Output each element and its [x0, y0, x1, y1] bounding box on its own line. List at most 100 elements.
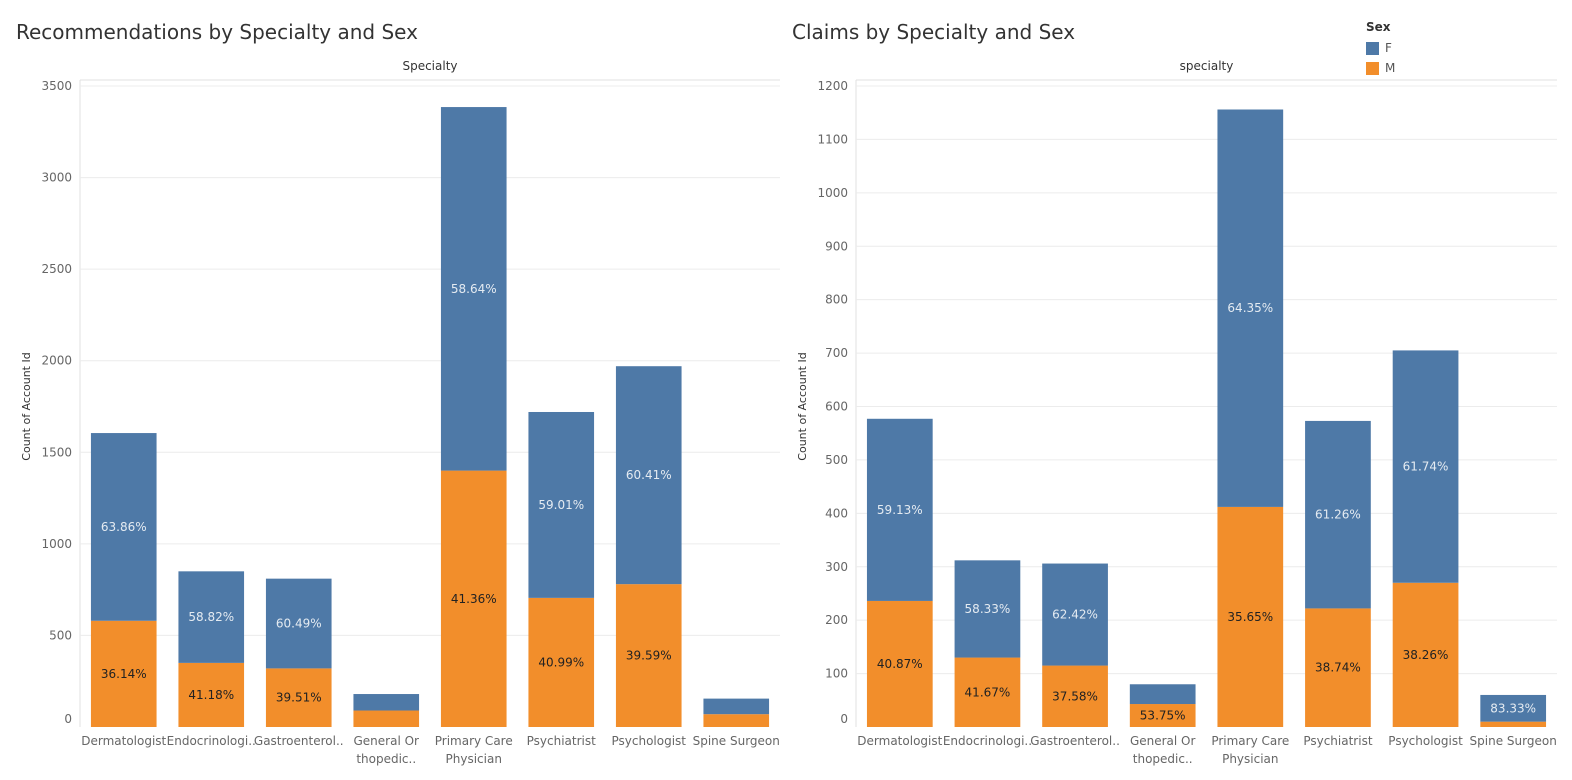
- data-label: 61.74%: [1403, 460, 1449, 474]
- x-tick-label: Gastroenterol..: [254, 734, 344, 748]
- right-chart-title: Claims by Specialty and Sex: [792, 20, 1076, 44]
- bar-segment-m[interactable]: [528, 597, 595, 727]
- x-tick-label: thopedic..: [1133, 752, 1193, 766]
- y-tick-label: 1500: [41, 445, 72, 459]
- y-tick-label: 3000: [41, 171, 72, 185]
- y-axis-title: Count of Account Id: [796, 352, 809, 460]
- y-axis-title: Count of Account Id: [20, 352, 33, 460]
- y-tick-label: 0: [64, 712, 72, 726]
- column-header: Specialty: [402, 59, 457, 73]
- y-tick-label: 1200: [817, 79, 848, 93]
- bar-segment-f[interactable]: [178, 571, 245, 663]
- data-label: 63.86%: [101, 520, 147, 534]
- data-label: 41.36%: [451, 592, 497, 606]
- bar-segment-m[interactable]: [615, 584, 682, 727]
- data-label: 58.64%: [451, 282, 497, 296]
- data-label: 38.26%: [1403, 648, 1449, 662]
- data-label: 41.67%: [965, 685, 1011, 699]
- data-label: 60.41%: [626, 468, 672, 482]
- bar-segment-m[interactable]: [954, 657, 1021, 727]
- bar-segment-f[interactable]: [866, 418, 933, 601]
- bar-segment-m[interactable]: [1042, 665, 1108, 727]
- x-tick-label: Primary Care: [435, 734, 513, 748]
- data-label: 59.01%: [538, 498, 584, 512]
- bar-segment-f[interactable]: [353, 694, 420, 711]
- y-tick-label: 3500: [41, 79, 72, 93]
- x-tick-label: thopedic..: [356, 752, 416, 766]
- y-tick-label: 500: [49, 628, 72, 642]
- bar-segment-f[interactable]: [1480, 694, 1547, 722]
- bar-segment-f[interactable]: [1392, 350, 1459, 583]
- bar-segment-f[interactable]: [954, 560, 1021, 658]
- data-label: 64.35%: [1227, 301, 1273, 315]
- y-tick-label: 600: [825, 400, 848, 414]
- legend-label-m: M: [1385, 61, 1396, 75]
- data-label: 37.58%: [1052, 689, 1098, 703]
- x-tick-label: Primary Care: [1211, 734, 1289, 748]
- bar-segment-m[interactable]: [1305, 608, 1371, 727]
- bar-segment-m[interactable]: [265, 668, 332, 727]
- column-header: specialty: [1180, 59, 1234, 73]
- data-label: 60.49%: [276, 617, 322, 631]
- y-tick-label: 900: [825, 239, 848, 253]
- x-tick-label: Psychiatrist: [1303, 734, 1372, 748]
- y-tick-label: 2500: [41, 262, 72, 276]
- data-label: 39.59%: [626, 649, 672, 663]
- bar-segment-m[interactable]: [1129, 704, 1196, 727]
- x-tick-label: Psychiatrist: [527, 734, 596, 748]
- y-tick-label: 700: [825, 346, 848, 360]
- legend-title: Sex: [1366, 20, 1391, 34]
- legend-label-f: F: [1385, 41, 1392, 55]
- sex-legend[interactable]: Sex F M: [1366, 20, 1395, 78]
- bar-segment-m[interactable]: [353, 710, 420, 727]
- bar-segment-f[interactable]: [703, 698, 770, 715]
- y-tick-label: 1000: [41, 537, 72, 551]
- bar-segment-m[interactable]: [1217, 506, 1284, 727]
- bar-segment-m[interactable]: [703, 714, 770, 727]
- bar-segment-f[interactable]: [90, 433, 157, 621]
- bar-segment-f[interactable]: [615, 366, 682, 585]
- data-label: 36.14%: [101, 667, 147, 681]
- data-label: 62.42%: [1052, 608, 1098, 622]
- bar-segment-m[interactable]: [178, 662, 245, 727]
- y-tick-label: 1000: [817, 186, 848, 200]
- y-tick-label: 400: [825, 506, 848, 520]
- data-label: 39.51%: [276, 691, 322, 705]
- y-tick-label: 1100: [817, 132, 848, 146]
- x-tick-label: Physician: [1222, 752, 1278, 766]
- data-label: 61.26%: [1315, 508, 1361, 522]
- data-label: 83.33%: [1490, 701, 1536, 715]
- x-tick-label: Endocrinologi..: [943, 734, 1032, 748]
- x-tick-label: Dermatologist: [81, 734, 166, 748]
- legend-item-f[interactable]: F: [1366, 38, 1395, 58]
- bar-segment-f[interactable]: [1129, 684, 1196, 705]
- data-label: 58.82%: [188, 610, 234, 624]
- bar-segment-f[interactable]: [1217, 109, 1284, 507]
- bar-segment-f[interactable]: [265, 578, 332, 669]
- data-label: 35.65%: [1227, 610, 1273, 624]
- x-tick-label: Gastroenterol..: [1030, 734, 1120, 748]
- y-tick-label: 0: [840, 712, 848, 726]
- data-label: 40.87%: [877, 657, 923, 671]
- y-tick-label: 200: [825, 613, 848, 627]
- data-label: 58.33%: [965, 602, 1011, 616]
- x-tick-label: Psychologist: [1388, 734, 1463, 748]
- bar-segment-f[interactable]: [440, 107, 507, 471]
- bar-segment-m[interactable]: [90, 620, 157, 727]
- x-tick-label: Psychologist: [611, 734, 686, 748]
- legend-swatch-f: [1366, 41, 1379, 55]
- x-tick-label: General Or: [354, 734, 420, 748]
- bar-segment-m[interactable]: [1480, 721, 1547, 727]
- legend-item-m[interactable]: M: [1366, 58, 1395, 78]
- bar-segment-m[interactable]: [866, 600, 933, 727]
- bar-segment-m[interactable]: [440, 470, 507, 727]
- x-tick-label: Spine Surgeon: [693, 734, 780, 748]
- bar-segment-f[interactable]: [528, 411, 595, 598]
- bar-segment-m[interactable]: [1392, 582, 1459, 727]
- x-tick-label: General Or: [1130, 734, 1196, 748]
- bar-segment-f[interactable]: [1042, 563, 1108, 666]
- data-label: 59.13%: [877, 503, 923, 517]
- bar-segment-f[interactable]: [1305, 420, 1371, 609]
